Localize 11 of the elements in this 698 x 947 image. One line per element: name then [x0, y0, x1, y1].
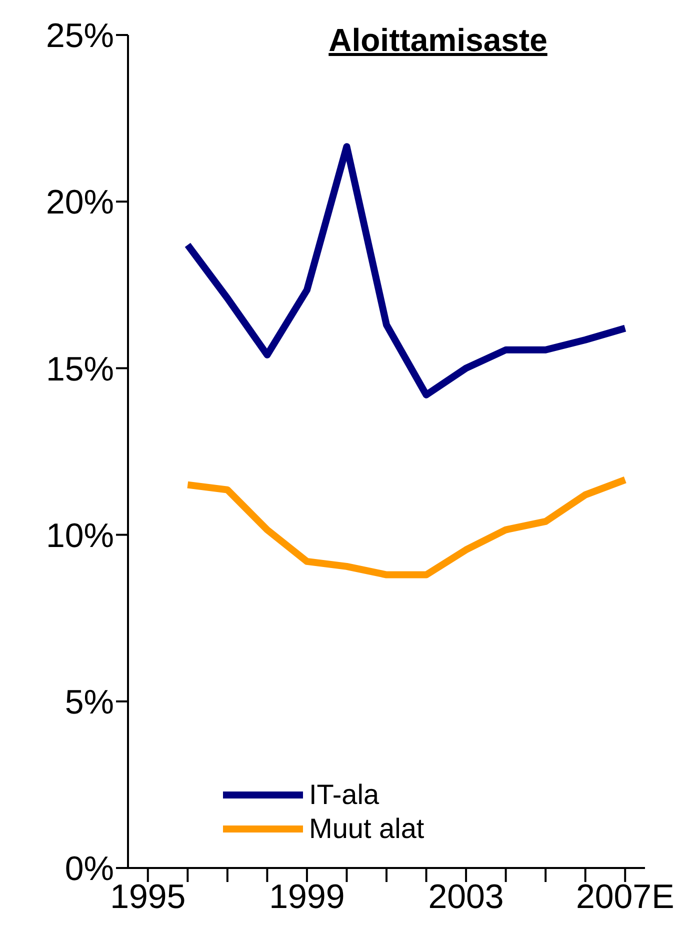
legend-label: Muut alat: [309, 813, 424, 845]
y-tick-label: 10%: [46, 516, 114, 555]
x-tick-label: 2003: [428, 878, 504, 916]
x-tick-label: 1999: [269, 878, 345, 916]
y-tick-label: 25%: [46, 17, 114, 56]
y-tick-label: 5%: [64, 683, 114, 722]
y-tick-label: 15%: [46, 350, 114, 388]
x-tick-label: 2007E: [576, 878, 674, 916]
chart-title: Aloittamisaste: [328, 22, 548, 59]
legend-label: IT-ala: [309, 779, 380, 811]
y-tick-label: 20%: [46, 184, 114, 222]
